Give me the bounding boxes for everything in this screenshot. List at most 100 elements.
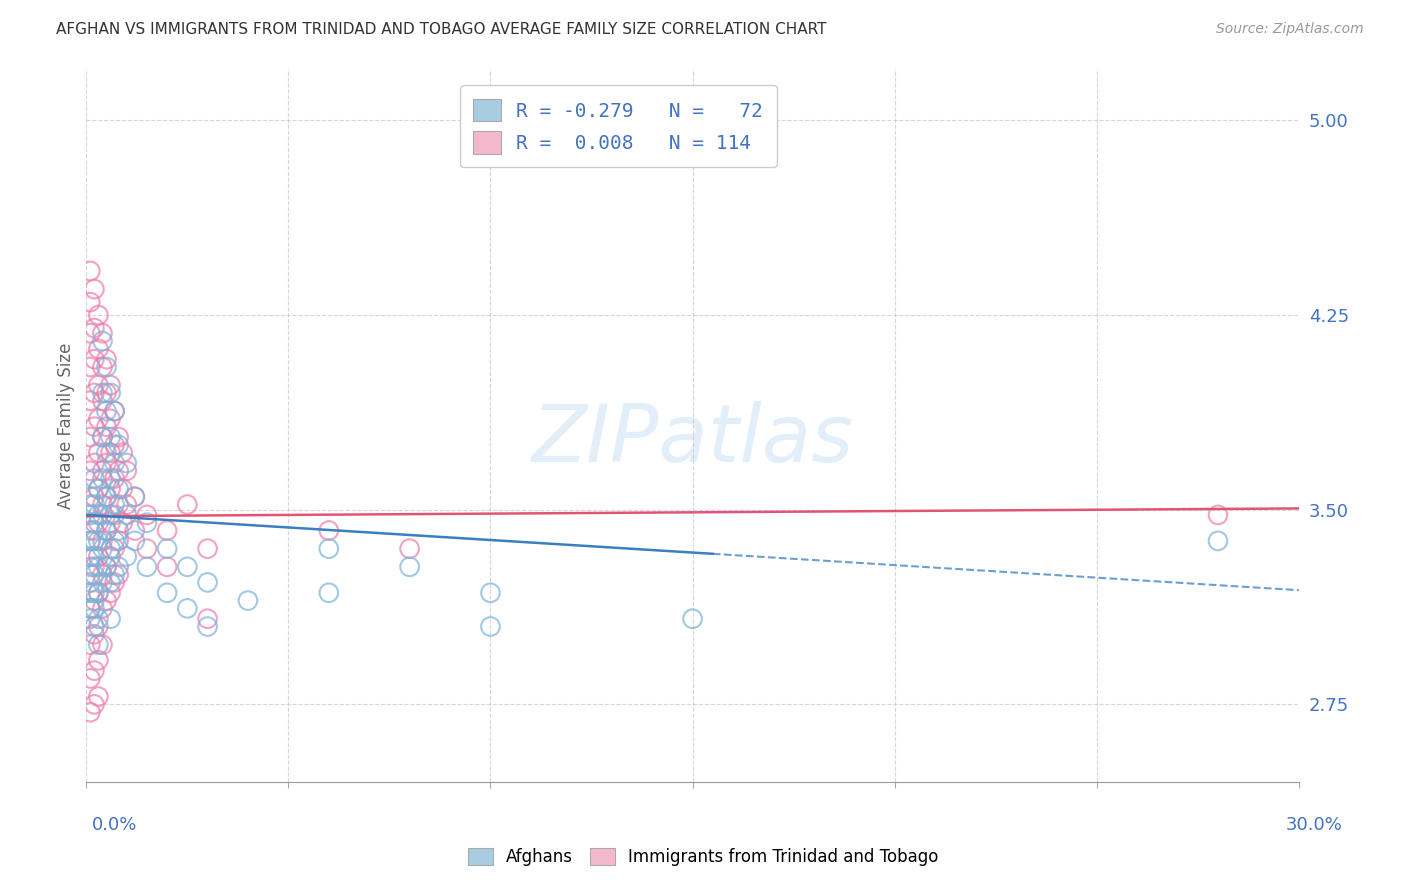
Point <box>100 586 122 600</box>
Point <box>107 438 129 452</box>
Point <box>83 586 105 600</box>
Point <box>100 386 122 401</box>
Point <box>91 393 114 408</box>
Point <box>83 549 105 564</box>
Point <box>107 498 129 512</box>
Point <box>100 508 122 522</box>
Point <box>135 559 157 574</box>
Point <box>83 601 105 615</box>
Point <box>87 533 110 548</box>
Point <box>91 533 114 548</box>
Point <box>83 533 105 548</box>
Point <box>83 490 105 504</box>
Point <box>91 498 114 512</box>
Point <box>79 524 101 538</box>
Point <box>79 672 101 686</box>
Point <box>83 593 105 607</box>
Point <box>79 612 101 626</box>
Text: 30.0%: 30.0% <box>1286 816 1343 834</box>
Text: Source: ZipAtlas.com: Source: ZipAtlas.com <box>1216 22 1364 37</box>
Point <box>87 342 110 356</box>
Point <box>398 559 420 574</box>
Point <box>96 404 118 418</box>
Point <box>115 508 138 522</box>
Point <box>83 567 105 582</box>
Point <box>79 559 101 574</box>
Point <box>318 586 340 600</box>
Point <box>318 541 340 556</box>
Point <box>103 575 125 590</box>
Point <box>197 541 219 556</box>
Point <box>79 490 101 504</box>
Point <box>83 456 105 470</box>
Point <box>91 326 114 341</box>
Point <box>83 559 105 574</box>
Point <box>83 472 105 486</box>
Point <box>236 593 259 607</box>
Point <box>135 541 157 556</box>
Point <box>91 430 114 444</box>
Point <box>100 472 122 486</box>
Point <box>103 456 125 470</box>
Point <box>96 524 118 538</box>
Legend: Afghans, Immigrants from Trinidad and Tobago: Afghans, Immigrants from Trinidad and To… <box>460 840 946 875</box>
Point <box>96 445 118 459</box>
Point <box>87 619 110 633</box>
Point <box>87 586 110 600</box>
Point <box>83 282 105 296</box>
Point <box>111 445 134 459</box>
Point <box>107 482 129 496</box>
Point <box>83 352 105 367</box>
Point <box>87 653 110 667</box>
Point <box>79 359 101 374</box>
Point <box>96 524 118 538</box>
Point <box>79 464 101 478</box>
Y-axis label: Average Family Size: Average Family Size <box>58 343 75 508</box>
Point <box>107 524 129 538</box>
Point <box>87 549 110 564</box>
Text: AFGHAN VS IMMIGRANTS FROM TRINIDAD AND TOBAGO AVERAGE FAMILY SIZE CORRELATION CH: AFGHAN VS IMMIGRANTS FROM TRINIDAD AND T… <box>56 22 827 37</box>
Point <box>1206 508 1229 522</box>
Point <box>91 575 114 590</box>
Point <box>79 705 101 719</box>
Point <box>87 612 110 626</box>
Point <box>124 533 146 548</box>
Point <box>91 386 114 401</box>
Point <box>103 472 125 486</box>
Point <box>100 482 122 496</box>
Point <box>83 664 105 678</box>
Point <box>103 404 125 418</box>
Point <box>79 638 101 652</box>
Point <box>96 456 118 470</box>
Point <box>79 575 101 590</box>
Point <box>91 359 114 374</box>
Point <box>79 393 101 408</box>
Point <box>83 419 105 434</box>
Point <box>79 549 101 564</box>
Point <box>111 516 134 530</box>
Point <box>103 508 125 522</box>
Point <box>156 541 179 556</box>
Point <box>100 445 122 459</box>
Point <box>96 559 118 574</box>
Point <box>103 541 125 556</box>
Point <box>100 575 122 590</box>
Point <box>91 464 114 478</box>
Point <box>87 378 110 392</box>
Point <box>79 601 101 615</box>
Point <box>107 430 129 444</box>
Point <box>115 549 138 564</box>
Point <box>83 386 105 401</box>
Point <box>96 490 118 504</box>
Point <box>83 698 105 712</box>
Point <box>79 498 101 512</box>
Point <box>87 482 110 496</box>
Point <box>197 619 219 633</box>
Point <box>103 498 125 512</box>
Point <box>100 612 122 626</box>
Point <box>83 498 105 512</box>
Point <box>87 412 110 426</box>
Point <box>100 516 122 530</box>
Point <box>91 430 114 444</box>
Point <box>100 378 122 392</box>
